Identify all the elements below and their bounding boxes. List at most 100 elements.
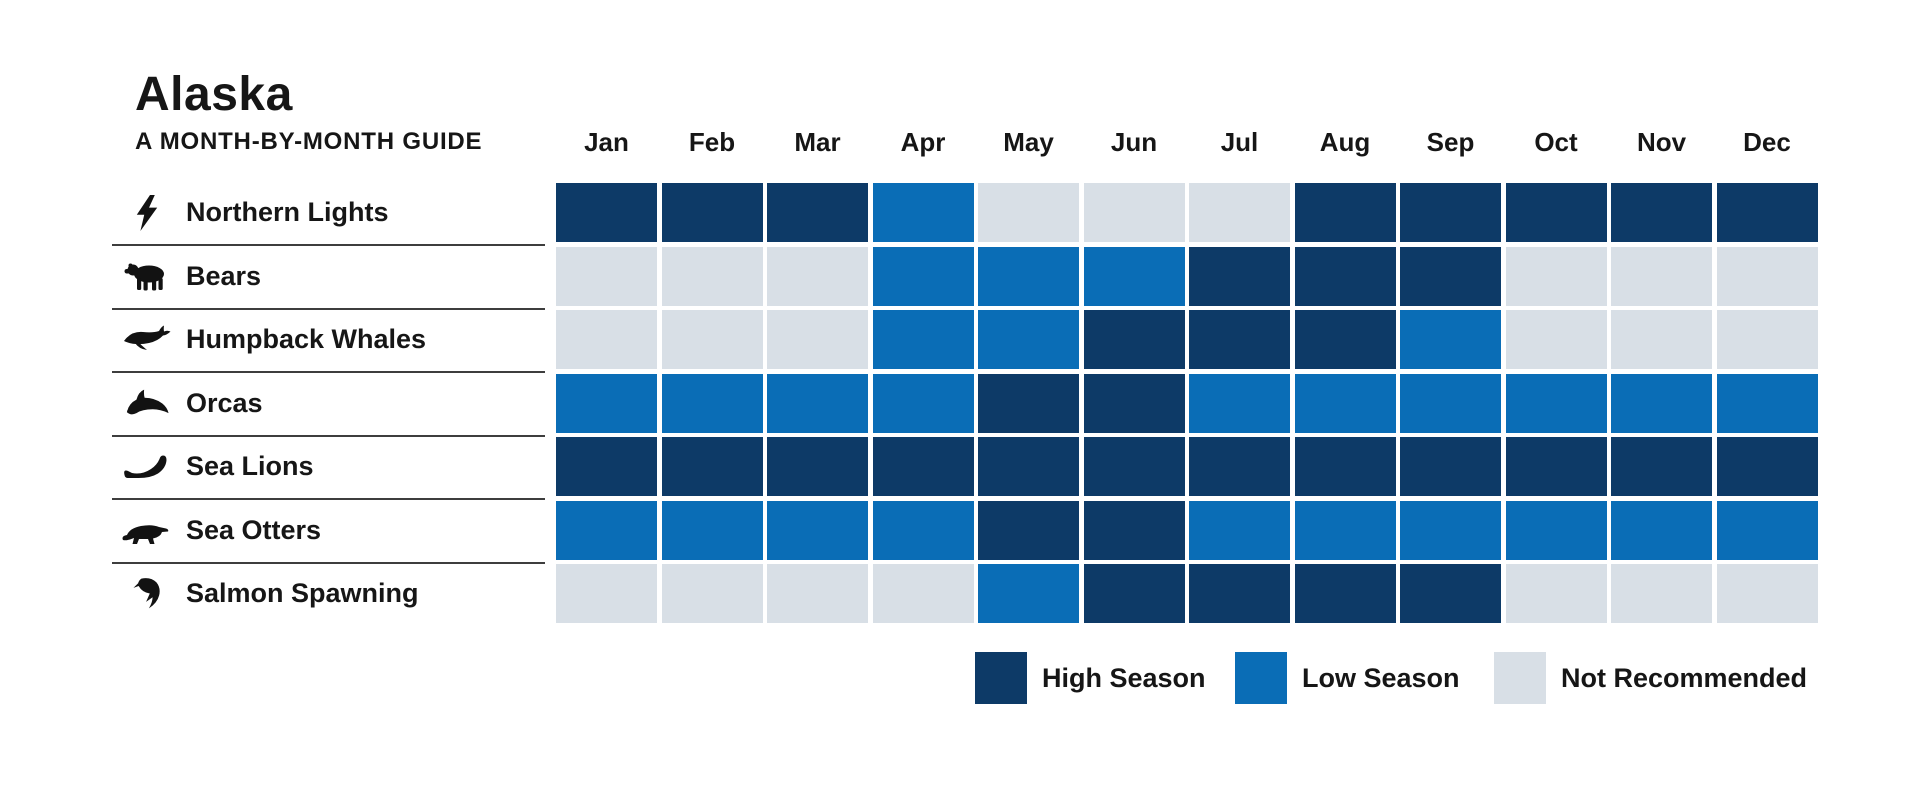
cell-sea-lions-dec xyxy=(1716,437,1818,496)
row-divider xyxy=(112,244,545,246)
cell-orcas-oct xyxy=(1505,373,1607,433)
month-header-feb: Feb xyxy=(688,127,736,157)
cell-sea-lions-may xyxy=(978,437,1079,496)
cell-orcas-jan xyxy=(556,373,657,433)
cell-bears-mar xyxy=(767,246,868,306)
month-header-sep: Sep xyxy=(1426,127,1475,157)
cell-sea-otters-sep xyxy=(1400,500,1501,560)
cell-orcas-sep xyxy=(1400,373,1501,433)
row-label-column: Northern Lights Bears Humpback Whales Orcas… xyxy=(112,183,545,623)
cell-bears-may xyxy=(978,246,1079,306)
cell-humpback-whales-jan xyxy=(556,310,657,369)
cell-humpback-whales-jul xyxy=(1189,310,1290,369)
cell-sea-lions-jul xyxy=(1189,437,1290,496)
row-divider xyxy=(112,371,545,373)
row-divider xyxy=(112,561,545,564)
cell-sea-otters-oct xyxy=(1505,500,1607,560)
cell-salmon-spawning-jun xyxy=(1083,564,1185,623)
cell-northern-lights-oct xyxy=(1505,183,1607,242)
cell-bears-nov xyxy=(1611,246,1712,306)
legend-swatch-none xyxy=(1494,652,1546,704)
cell-humpback-whales-mar xyxy=(767,310,868,369)
page-subtitle: A MONTH-BY-MONTH GUIDE xyxy=(135,128,483,156)
cell-orcas-feb xyxy=(661,373,763,433)
cell-sea-otters-nov xyxy=(1611,500,1712,560)
month-header-aug: Aug xyxy=(1319,127,1371,157)
cell-humpback-whales-sep xyxy=(1400,310,1501,369)
cell-bears-feb xyxy=(661,246,763,306)
cell-humpback-whales-apr xyxy=(872,310,974,369)
cell-salmon-spawning-aug xyxy=(1294,564,1396,623)
row-label-text: Sea Otters xyxy=(186,514,322,545)
row-label-humpback-whales: Humpback Whales xyxy=(112,310,545,369)
legend-label: Not Recommended xyxy=(1561,662,1808,693)
season-heatmap-grid xyxy=(556,183,1818,623)
row-label-salmon-spawning: Salmon Spawning xyxy=(112,564,545,623)
cell-humpback-whales-may xyxy=(978,310,1079,369)
cell-salmon-spawning-may xyxy=(978,564,1079,623)
cell-orcas-may xyxy=(978,373,1079,433)
row-label-sea-lions: Sea Lions xyxy=(112,437,545,496)
legend: High Season Low Season Not Recommended xyxy=(975,652,1807,704)
cell-bears-apr xyxy=(872,246,974,306)
cell-sea-lions-oct xyxy=(1505,437,1607,496)
cell-bears-sep xyxy=(1400,246,1501,306)
cell-salmon-spawning-mar xyxy=(767,564,868,623)
cell-northern-lights-may xyxy=(978,183,1079,242)
cell-northern-lights-aug xyxy=(1294,183,1396,242)
cell-sea-lions-sep xyxy=(1400,437,1501,496)
cell-orcas-jul xyxy=(1189,373,1290,433)
cell-sea-lions-mar xyxy=(767,437,868,496)
legend-swatch-low xyxy=(1235,652,1287,704)
cell-orcas-mar xyxy=(767,373,868,433)
cell-humpback-whales-jun xyxy=(1083,310,1185,369)
cell-bears-jun xyxy=(1083,246,1185,306)
month-header-may: May xyxy=(1003,127,1054,157)
month-header-dec: Dec xyxy=(1743,127,1791,157)
cell-sea-otters-mar xyxy=(767,500,868,560)
chart-header: Alaska A MONTH-BY-MONTH GUIDE xyxy=(135,68,483,156)
legend-item-high-season: High Season xyxy=(975,652,1235,704)
cell-bears-jan xyxy=(556,246,657,306)
cell-sea-lions-jun xyxy=(1083,437,1185,496)
page-title: Alaska xyxy=(135,68,293,121)
cell-northern-lights-jul xyxy=(1189,183,1290,242)
orca-icon xyxy=(120,389,174,418)
cell-northern-lights-dec xyxy=(1716,183,1818,242)
cell-sea-otters-feb xyxy=(661,500,763,560)
cell-northern-lights-feb xyxy=(661,183,763,242)
cell-northern-lights-apr xyxy=(872,183,974,242)
cell-salmon-spawning-dec xyxy=(1716,564,1818,623)
cell-sea-lions-feb xyxy=(661,437,763,496)
cell-sea-otters-apr xyxy=(872,500,974,560)
cell-bears-aug xyxy=(1294,246,1396,306)
cell-sea-lions-nov xyxy=(1611,437,1712,496)
month-header-jan: Jan xyxy=(584,127,629,157)
cell-orcas-apr xyxy=(872,373,974,433)
cell-salmon-spawning-apr xyxy=(872,564,974,623)
row-divider xyxy=(112,434,545,437)
row-label-text: Bears xyxy=(186,260,262,291)
month-header-apr: Apr xyxy=(900,127,946,157)
row-label-sea-otters: Sea Otters xyxy=(112,501,545,560)
whale-icon xyxy=(120,325,174,355)
cell-sea-lions-jan xyxy=(556,437,657,496)
legend-item-not-recommended: Not Recommended xyxy=(1494,652,1807,704)
cell-northern-lights-sep xyxy=(1400,183,1501,242)
row-divider xyxy=(112,498,545,500)
legend-label: Low Season xyxy=(1302,662,1460,693)
cell-orcas-jun xyxy=(1083,373,1185,433)
cell-humpback-whales-oct xyxy=(1505,310,1607,369)
row-divider xyxy=(112,307,545,310)
row-label-orcas: Orcas xyxy=(112,374,545,433)
cell-northern-lights-jan xyxy=(556,183,657,242)
lightning-icon xyxy=(120,194,174,231)
month-header-jun: Jun xyxy=(1110,127,1158,157)
row-label-northern-lights: Northern Lights xyxy=(112,183,545,242)
row-label-text: Salmon Spawning xyxy=(186,578,419,608)
cell-sea-otters-jan xyxy=(556,500,657,560)
legend-label: High Season xyxy=(1042,662,1206,693)
bear-icon xyxy=(120,261,174,291)
cell-sea-otters-may xyxy=(978,500,1079,560)
cell-bears-dec xyxy=(1716,246,1818,306)
